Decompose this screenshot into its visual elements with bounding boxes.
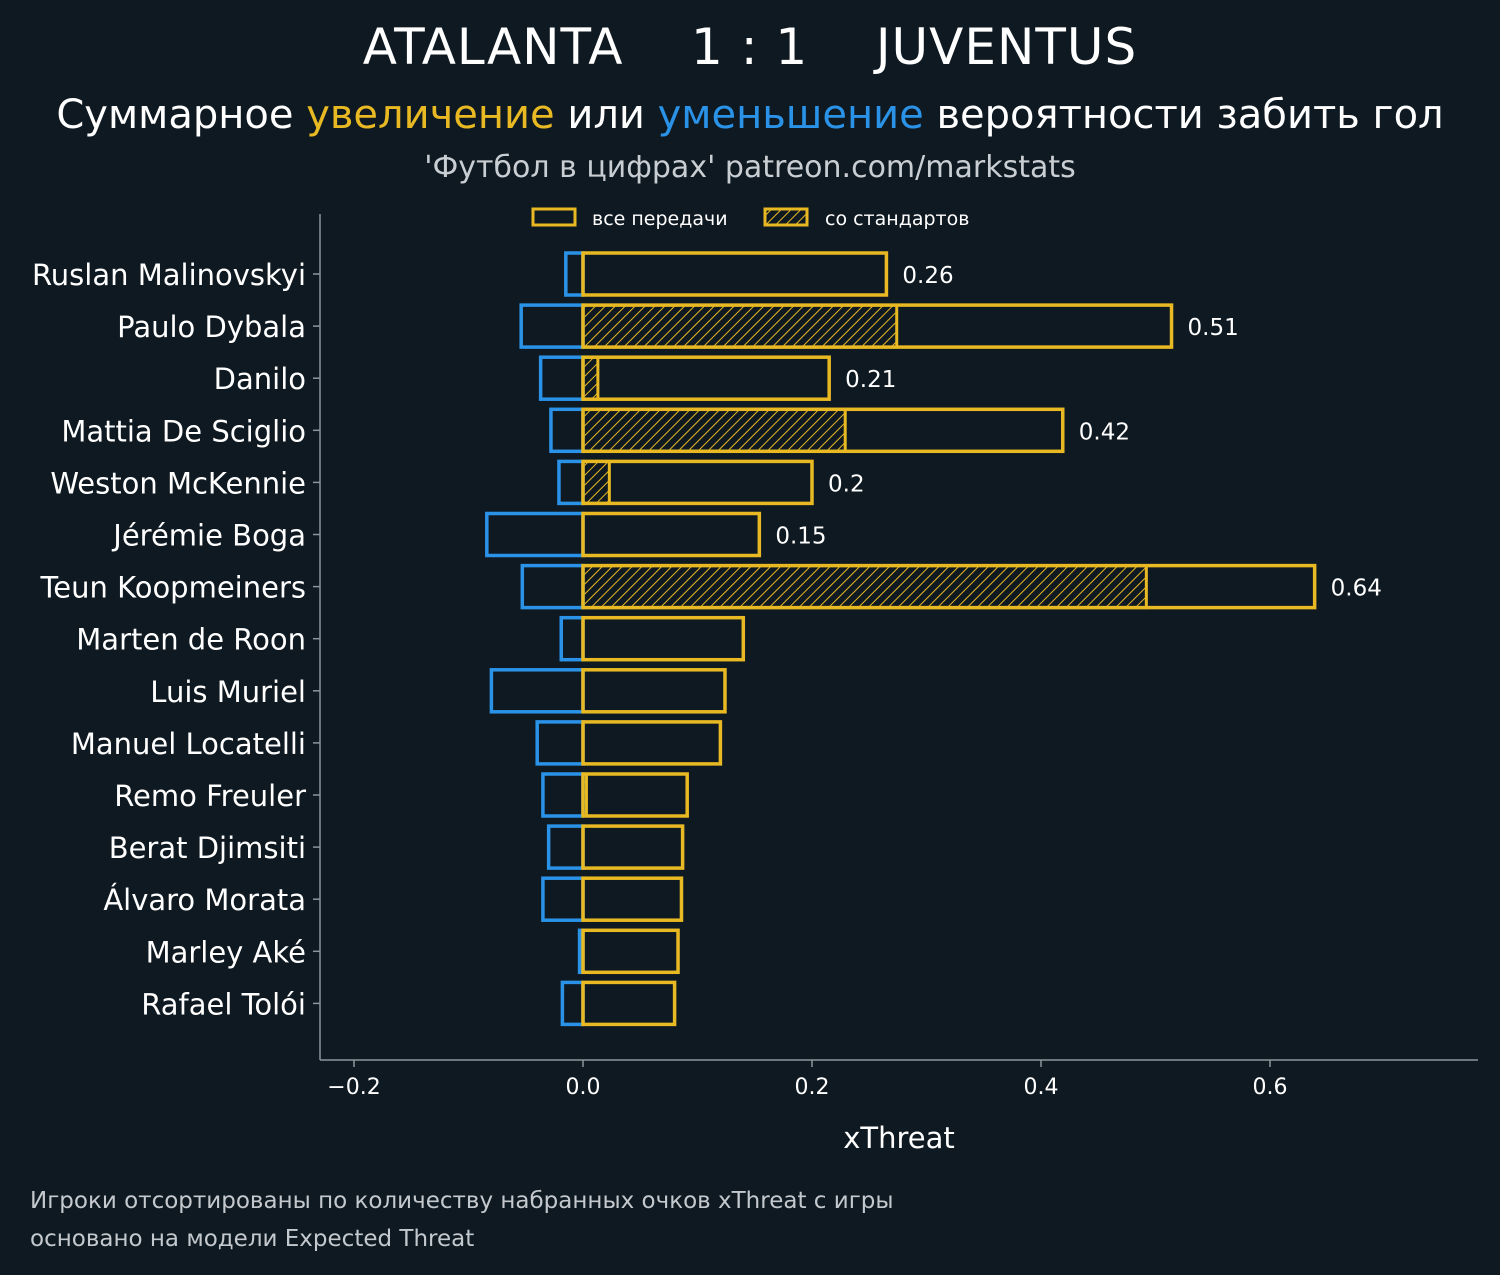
decrease-bar — [557, 459, 585, 506]
decrease-bar — [538, 355, 585, 401]
player-label: Marley Aké — [146, 935, 306, 969]
footnote-model: основано на модели Expected Threat — [30, 1226, 475, 1252]
set-piece-bar — [581, 303, 899, 349]
player-label: Mattia De Sciglio — [61, 414, 306, 448]
set-piece-bar — [581, 564, 1148, 610]
player-label: Remo Freuler — [114, 779, 306, 813]
x-tick-label: 0.2 — [795, 1075, 830, 1100]
set-piece-bar — [581, 459, 611, 505]
legend-swatch-set-pieces — [763, 207, 809, 227]
increase-bar — [581, 251, 889, 297]
subtitle-text-2: или — [554, 92, 658, 138]
increase-bar — [581, 980, 677, 1027]
subtitle-text-3: вероятности забить гол — [923, 92, 1444, 138]
decrease-bar — [520, 563, 585, 610]
subtitle-increase-word: увеличение — [306, 92, 555, 138]
chart-title: ATALANTA 1 : 1 JUVENTUS — [362, 18, 1138, 76]
x-tick-label: −0.2 — [327, 1075, 380, 1100]
increase-bar — [581, 876, 684, 922]
player-label: Rafael Tolói — [141, 987, 306, 1021]
x-tick-label: 0.4 — [1024, 1075, 1059, 1100]
set-piece-bar — [581, 407, 847, 453]
decrease-bar — [535, 720, 585, 766]
increase-bar — [581, 928, 680, 975]
subtitle-decrease-word: уменьшение — [657, 92, 924, 138]
value-label: 0.15 — [775, 524, 826, 550]
decrease-bar — [541, 772, 585, 818]
decrease-bar — [560, 980, 585, 1027]
chart-source: 'Футбол в цифрах' patreon.com/markstats — [424, 150, 1076, 185]
player-label: Jérémie Boga — [111, 519, 306, 553]
value-label: 0.21 — [845, 367, 896, 393]
increase-bar — [581, 303, 1174, 349]
increase-bar — [581, 563, 1317, 610]
chart-legend: все передачи со стандартов — [531, 207, 969, 230]
increase-bar — [581, 772, 689, 818]
player-label: Weston McKennie — [50, 466, 306, 500]
player-label: Paulo Dybala — [117, 310, 306, 344]
player-label: Álvaro Morata — [103, 883, 306, 917]
x-tick-label: 0.0 — [566, 1075, 601, 1100]
player-label: Ruslan Malinovskyi — [32, 258, 306, 292]
increase-bar — [581, 355, 831, 401]
chart-subtitle: Суммарное увеличение или уменьшение веро… — [0, 92, 1500, 138]
increase-bar — [581, 720, 723, 766]
decrease-bar — [546, 824, 585, 870]
increase-bar — [581, 615, 746, 662]
increase-bar — [581, 459, 814, 506]
value-label: 0.64 — [1331, 576, 1382, 602]
increase-bar — [581, 407, 1065, 454]
decrease-bar — [541, 876, 585, 922]
legend-swatch-all-passes — [531, 207, 577, 227]
player-label: Berat Djimsiti — [109, 831, 306, 865]
value-label: 0.42 — [1079, 419, 1130, 445]
x-axis-title: xThreat — [843, 1121, 955, 1155]
decrease-bar — [519, 303, 585, 349]
set-piece-bar — [581, 355, 600, 401]
subtitle-text-1: Суммарное — [56, 92, 307, 138]
decrease-bar — [559, 615, 585, 662]
footnote-sorting: Игроки отсортированы по количеству набра… — [30, 1188, 894, 1214]
player-label: Manuel Locatelli — [71, 727, 306, 761]
decrease-bar — [485, 511, 585, 558]
decrease-bar — [489, 668, 585, 714]
decrease-bar — [564, 251, 585, 297]
x-tick-label: 0.6 — [1253, 1075, 1288, 1100]
increase-bar — [581, 824, 685, 870]
chart-axes: −0.2 0.0 0.2 0.4 0.6 Ruslan Malinovskyi Paulo … — [32, 214, 1478, 1100]
legend-label-all-passes: все передачи — [592, 208, 728, 230]
player-label: Luis Muriel — [150, 675, 306, 709]
value-label: 0.51 — [1188, 315, 1239, 341]
player-label: Teun Koopmeiners — [40, 571, 306, 605]
value-label: 0.2 — [828, 471, 865, 497]
player-label: Danilo — [214, 362, 306, 396]
player-label: Marten de Roon — [76, 623, 306, 657]
increase-bar — [581, 668, 727, 714]
legend-label-set-pieces: со стандартов — [825, 208, 969, 230]
chart-bars: 0.26 0.51 0.21 0.42 0.2 0.15 0.64 — [485, 251, 1382, 1027]
value-label: 0.26 — [902, 263, 953, 289]
increase-bar — [581, 511, 762, 558]
decrease-bar — [549, 407, 585, 454]
